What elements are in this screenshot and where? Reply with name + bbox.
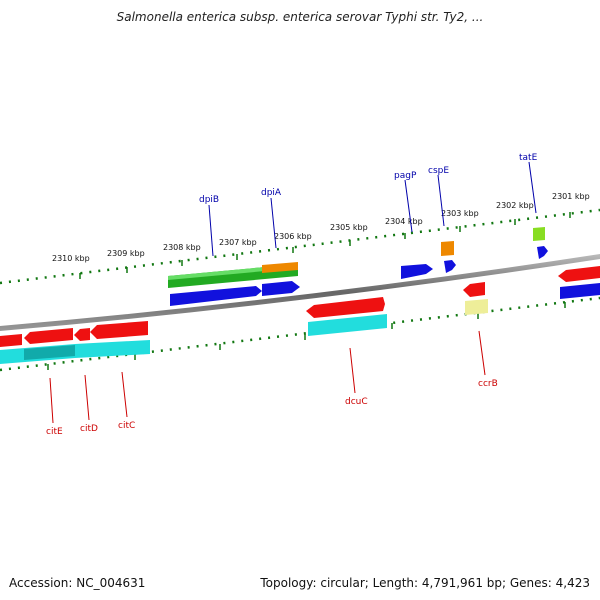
gene-label-dpiA: dpiA xyxy=(261,188,282,198)
citC-upstream-blue xyxy=(170,286,262,306)
tick-label-2303: 2303 kbp xyxy=(441,209,479,218)
tatE-gene xyxy=(533,227,545,241)
tick-label-2302: 2302 kbp xyxy=(496,201,534,210)
gene-label-tatE: tatE xyxy=(519,153,538,163)
top-label-leaders xyxy=(208,161,537,257)
inner-tick-track xyxy=(0,296,600,372)
gene-label-citD: citD xyxy=(80,424,98,434)
genome-summary: Topology: circular; Length: 4,791,961 bp… xyxy=(260,576,590,590)
tick-label-2307: 2307 kbp xyxy=(219,238,257,247)
reverse-strand-features xyxy=(0,282,488,364)
cit-cyan-2 xyxy=(75,340,150,358)
gene-label-cspE: cspE xyxy=(428,166,449,176)
tick-label-2310: 2310 kbp xyxy=(52,254,90,263)
tick-label-2305: 2305 kbp xyxy=(330,223,368,232)
gene-label-ccrB: ccrB xyxy=(478,379,498,389)
gene-label-dpiB: dpiB xyxy=(199,195,219,205)
outer-tick-track xyxy=(0,208,600,285)
dpiA-gene xyxy=(262,262,298,273)
tick-label-2304: 2304 kbp xyxy=(385,217,423,226)
map-title: Salmonella enterica subsp. enterica sero… xyxy=(116,10,484,24)
gene-label-dcuC: dcuC xyxy=(345,397,368,407)
right-edge-blue xyxy=(560,283,600,299)
accession-label: Accession: NC_004631 xyxy=(9,576,146,590)
gene-label-citE: citE xyxy=(46,427,63,437)
genome-backbone xyxy=(0,254,600,331)
ccrB-yellow xyxy=(465,299,488,315)
tick-label-2309: 2309 kbp xyxy=(107,249,145,258)
citE-gene xyxy=(0,334,22,347)
pagP-gene xyxy=(401,264,433,279)
right-edge-red xyxy=(558,266,600,282)
bottom-label-leaders xyxy=(49,330,486,424)
tick-label-2301: 2301 kbp xyxy=(552,192,590,201)
citC-gene xyxy=(90,321,148,339)
citD-gene xyxy=(24,328,73,344)
gene-label-citC: citC xyxy=(118,421,135,431)
ccrB-gene xyxy=(463,282,485,297)
tick-label-2308: 2308 kbp xyxy=(163,243,201,252)
dcuC-gene xyxy=(306,297,385,318)
dcuC-cyan xyxy=(308,314,387,336)
tick-label-2306: 2306 kbp xyxy=(274,232,312,241)
gene-label-pagP: pagP xyxy=(394,171,417,181)
forward-strand-features xyxy=(168,227,600,306)
cspE-gene xyxy=(441,241,454,256)
